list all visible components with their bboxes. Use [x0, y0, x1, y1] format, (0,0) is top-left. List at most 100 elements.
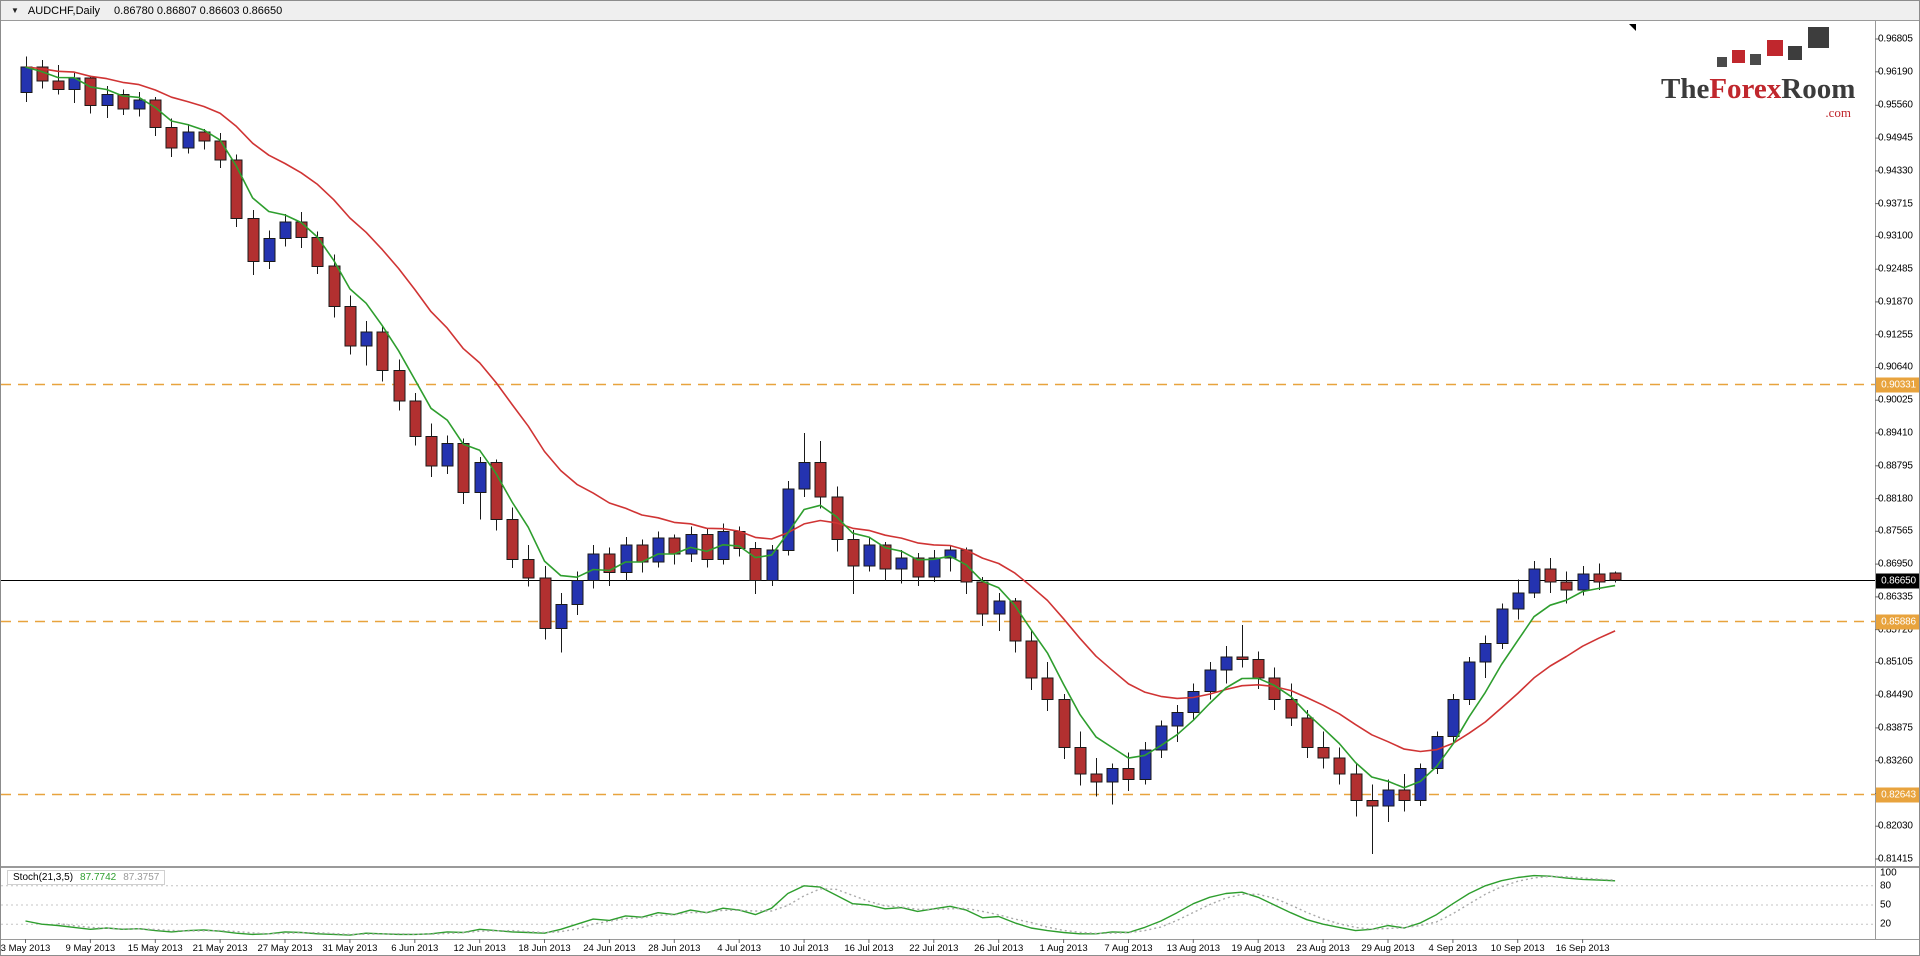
bull-candle — [1155, 720, 1168, 758]
logo-squares-icon — [1717, 25, 1861, 73]
bull-candle — [182, 124, 195, 154]
price-axis-label: 0.81415 — [1878, 853, 1913, 865]
bull-candle — [101, 86, 114, 119]
candle-series — [20, 56, 1622, 854]
date-axis-label: 18 Jun 2013 — [518, 943, 571, 954]
date-axis-label: 29 Aug 2013 — [1361, 943, 1415, 954]
bear-candle — [1317, 731, 1330, 769]
bear-candle — [84, 75, 97, 114]
bull-candle — [1139, 742, 1152, 785]
logo-dotcom: .com — [1825, 105, 1851, 120]
bear-candle — [1025, 630, 1038, 690]
bull-candle — [133, 92, 146, 117]
price-axis-label: 0.83260 — [1878, 755, 1913, 767]
stoch-axis-label: 100 — [1880, 867, 1897, 879]
logo-square — [1732, 50, 1745, 63]
bear-candle — [1560, 571, 1573, 604]
price-axis-label: 0.88180 — [1878, 493, 1913, 505]
chart-shift-marker-icon[interactable] — [1629, 24, 1636, 31]
bull-candle — [1106, 763, 1119, 805]
date-axis-label: 4 Sep 2013 — [1428, 943, 1478, 954]
date-axis-label: 26 Jul 2013 — [974, 943, 1024, 954]
bear-candle — [1236, 624, 1249, 668]
price-axis-label: 0.96190 — [1878, 66, 1913, 78]
bear-candle — [52, 64, 65, 95]
bear-candle — [376, 326, 389, 382]
bear-candle — [1252, 651, 1265, 689]
bull-candle — [766, 544, 779, 586]
date-axis-label: 4 Jul 2013 — [717, 943, 762, 954]
bear-candle — [1122, 752, 1135, 792]
date-axis-label: 9 May 2013 — [65, 943, 116, 954]
date-axis-label: 16 Sep 2013 — [1555, 943, 1610, 954]
bear-candle — [247, 209, 260, 275]
bear-candle — [506, 507, 519, 568]
bull-candle — [263, 230, 276, 269]
logo-square — [1808, 27, 1829, 48]
bull-candle — [587, 544, 600, 589]
price-axis-label: 0.89410 — [1878, 427, 1913, 439]
price-axis-label: 0.96805 — [1878, 33, 1913, 45]
bear-candle — [1350, 763, 1363, 817]
date-axis-label: 10 Jul 2013 — [779, 943, 829, 954]
bear-candle — [1058, 694, 1071, 760]
bear-candle — [636, 539, 649, 573]
logo-text-the: The — [1661, 73, 1710, 105]
chart-titlebar: ▼ AUDCHF,Daily 0.86780 0.86807 0.86603 0… — [1, 1, 1919, 21]
bear-candle — [1074, 731, 1087, 786]
bear-candle — [701, 528, 714, 568]
bull-candle — [1528, 560, 1541, 599]
price-axis-label: 0.87565 — [1878, 525, 1913, 537]
bear-candle — [393, 359, 406, 411]
bull-candle — [652, 531, 665, 568]
logo-text-room: Room — [1781, 73, 1856, 105]
bull-candle — [1187, 683, 1200, 721]
date-axis-label: 3 May 2013 — [0, 943, 51, 954]
date-axis-label: 23 Aug 2013 — [1296, 943, 1350, 954]
bear-candle — [1366, 784, 1379, 854]
ma-fast-line — [25, 66, 1616, 789]
bull-candle — [1382, 779, 1395, 822]
stoch-axis-label: 50 — [1880, 899, 1892, 911]
date-axis-label: 7 Aug 2013 — [1104, 943, 1153, 954]
bear-candle — [1544, 558, 1557, 593]
price-axis-label: 0.86335 — [1878, 591, 1913, 603]
chart-symbol-timeframe: AUDCHF,Daily — [27, 4, 101, 17]
bull-candle — [474, 457, 487, 520]
date-axis-label: 27 May 2013 — [257, 943, 313, 954]
price-axis-label: 0.91255 — [1878, 329, 1913, 341]
bear-candle — [198, 128, 211, 150]
stoch-axis-label: 80 — [1880, 880, 1892, 892]
bear-candle — [912, 552, 925, 586]
stoch-main-value: 87.7742 — [80, 872, 117, 883]
bear-candle — [976, 576, 989, 626]
bear-candle — [149, 96, 162, 137]
price-axis-label: 0.90025 — [1878, 394, 1913, 406]
bull-candle — [360, 321, 373, 366]
date-axis-label: 31 May 2013 — [322, 943, 378, 954]
bull-candle — [571, 571, 584, 616]
ma-slow-line — [25, 66, 1616, 753]
bull-candle — [620, 536, 633, 581]
price-axis-label: 0.82030 — [1878, 820, 1913, 832]
price-axis-label: 0.92485 — [1878, 263, 1913, 275]
date-axis-label: 19 Aug 2013 — [1231, 943, 1285, 954]
bull-candle — [685, 526, 698, 562]
date-axis-label: 6 Jun 2013 — [391, 943, 439, 954]
price-level-tag: 0.82643 — [1876, 787, 1919, 802]
symbol-dropdown-icon[interactable]: ▼ — [11, 6, 19, 15]
bear-candle — [603, 547, 616, 586]
bear-candle — [879, 542, 892, 581]
bear-candle — [1041, 662, 1054, 712]
stoch-main-line — [25, 874, 1616, 936]
bull-candle — [279, 214, 292, 247]
bear-candle — [344, 295, 357, 355]
bear-candle — [1593, 563, 1606, 591]
bear-candle — [522, 544, 535, 587]
bull-candle — [441, 435, 454, 474]
logo-square — [1717, 57, 1727, 67]
price-axis-label: 0.93100 — [1878, 230, 1913, 242]
date-axis-label: 1 Aug 2013 — [1039, 943, 1088, 954]
